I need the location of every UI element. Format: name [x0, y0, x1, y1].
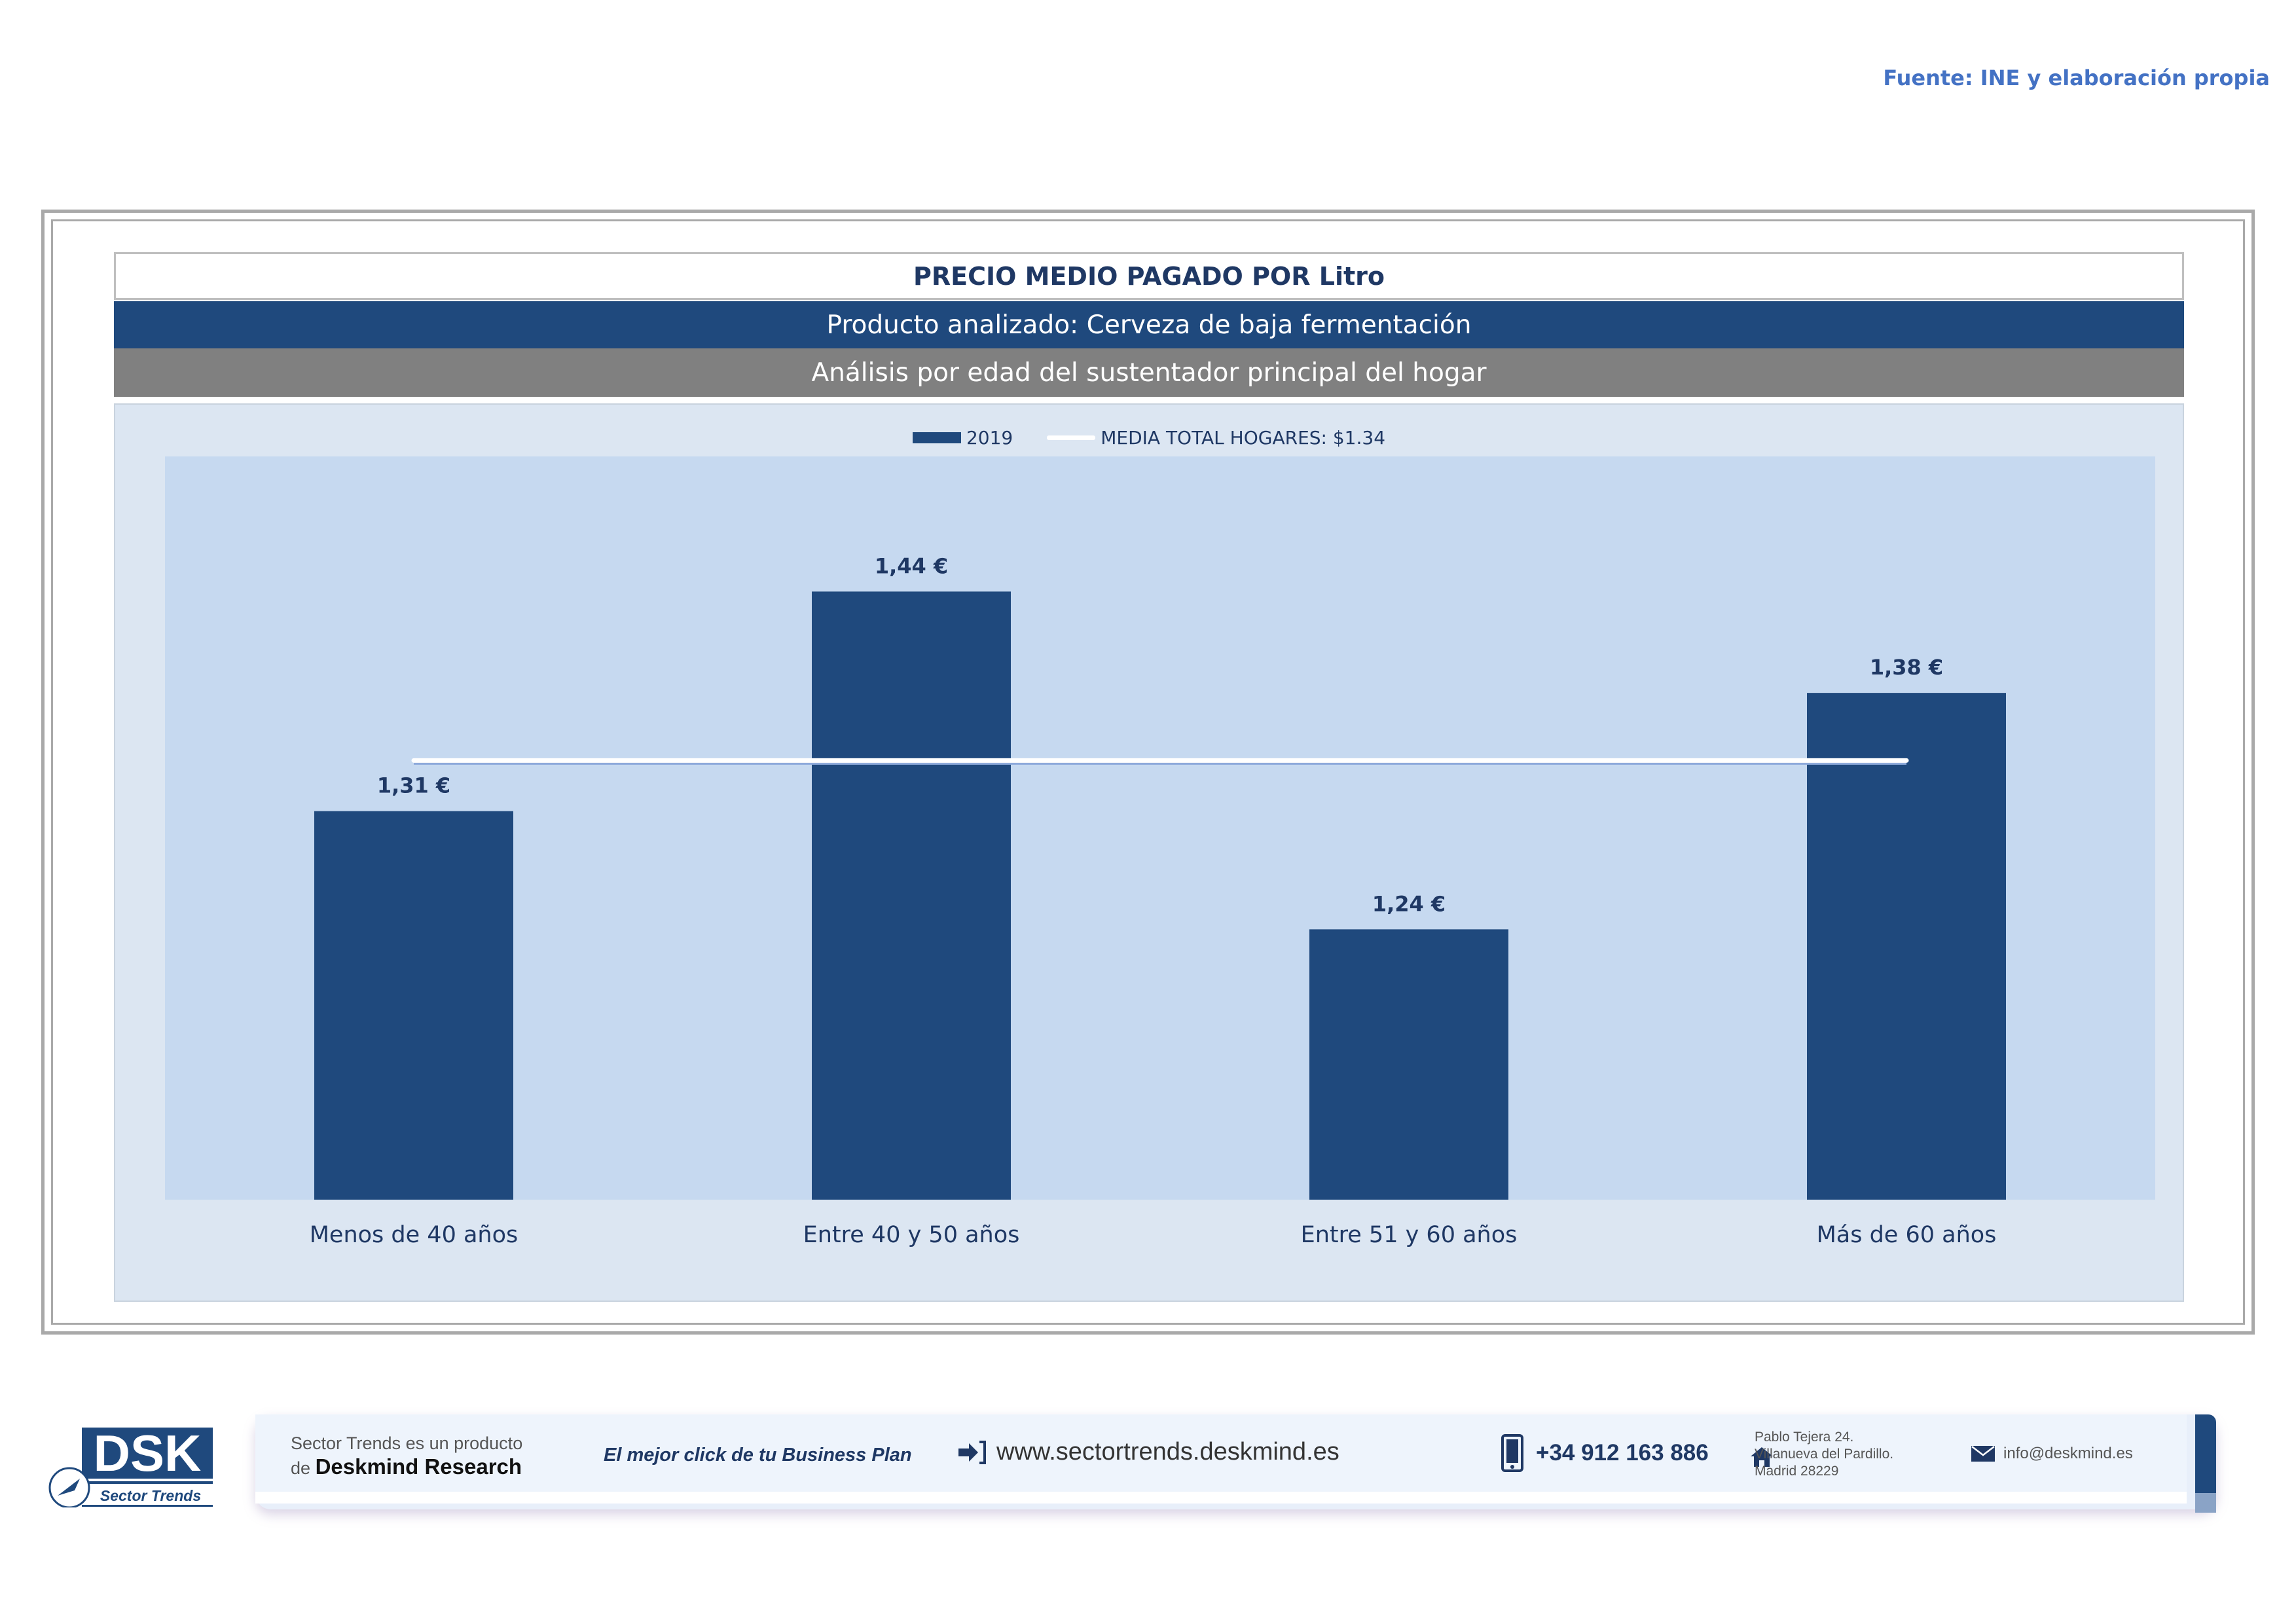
bar-1 — [314, 811, 513, 1200]
chart-inner-frame — [51, 219, 2245, 1325]
legend-label-bars: 2019 — [966, 426, 1013, 449]
footer-website[interactable]: www.sectortrends.deskmind.es — [957, 1438, 1339, 1466]
rocket-icon — [58, 1479, 80, 1496]
analysis-banner: Análisis por edad del sustentador princi… — [114, 348, 2184, 397]
source-note: Fuente: INE y elaboración propia — [1883, 65, 2270, 90]
data-label-2: 1,44 € — [875, 553, 948, 578]
legend-label-average: MEDIA TOTAL HOGARES: $1.34 — [1101, 426, 1386, 449]
logo-text: DSK — [94, 1424, 202, 1482]
footer-brand: Deskmind Research — [315, 1454, 522, 1479]
x-tick-label-4: Más de 60 años — [1817, 1222, 1997, 1248]
chart-outer-frame — [41, 210, 2255, 1335]
data-label-1: 1,31 € — [377, 773, 450, 798]
phone-number: +34 912 163 886 — [1536, 1440, 1709, 1466]
x-tick-label-1: Menos de 40 años — [310, 1222, 519, 1248]
website-link[interactable]: www.sectortrends.deskmind.es — [996, 1438, 1339, 1466]
reference-line-layer — [411, 758, 1909, 765]
legend-swatch-line — [1047, 435, 1096, 440]
data-label-3: 1,24 € — [1372, 891, 1446, 916]
bar-3 — [1309, 929, 1508, 1200]
x-tick-label-2: Entre 40 y 50 años — [803, 1222, 1020, 1248]
login-arrow-icon — [958, 1440, 986, 1464]
email-link[interactable]: info@deskmind.es — [2003, 1445, 2133, 1462]
legend-item-average: MEDIA TOTAL HOGARES: $1.34 — [1047, 427, 1385, 449]
footer-band — [255, 1414, 2216, 1513]
legend-item-bars: 2019 — [912, 426, 1013, 449]
footer-email[interactable]: info@deskmind.es — [1971, 1445, 2133, 1463]
phone-icon — [1501, 1434, 1523, 1472]
chart-title: PRECIO MEDIO PAGADO POR Litro — [114, 252, 2184, 300]
bars-layer — [314, 591, 2006, 1200]
home-icon — [1751, 1447, 1773, 1467]
chart-legend: 2019 MEDIA TOTAL HOGARES: $1.34 — [114, 424, 2184, 451]
footer-product-text: Sector Trends es un producto de Deskmind… — [291, 1433, 523, 1479]
labels-layer: 1,31 € Menos de 40 años 1,44 € Entre 40 y 5… — [310, 553, 1997, 1248]
data-label-4: 1,38 € — [1870, 655, 1943, 680]
bar-2 — [812, 591, 1011, 1200]
footer-address: Pablo Tejera 24. Villanueva del Pardillo… — [1755, 1430, 1894, 1479]
footer-phone: +34 912 163 886 — [1501, 1434, 1709, 1472]
mail-icon — [1971, 1446, 1995, 1462]
dsk-logo: DSK Sector Trends — [46, 1422, 221, 1509]
x-tick-label-3: Entre 51 y 60 años — [1301, 1222, 1518, 1248]
product-banner: Producto analizado: Cerveza de baja ferm… — [114, 301, 2184, 348]
bar-4 — [1807, 693, 2006, 1200]
footer-slogan: El mejor click de tu Business Plan — [604, 1445, 912, 1466]
legend-swatch-bar — [912, 432, 961, 443]
logo-subtitle: Sector Trends — [100, 1487, 201, 1504]
